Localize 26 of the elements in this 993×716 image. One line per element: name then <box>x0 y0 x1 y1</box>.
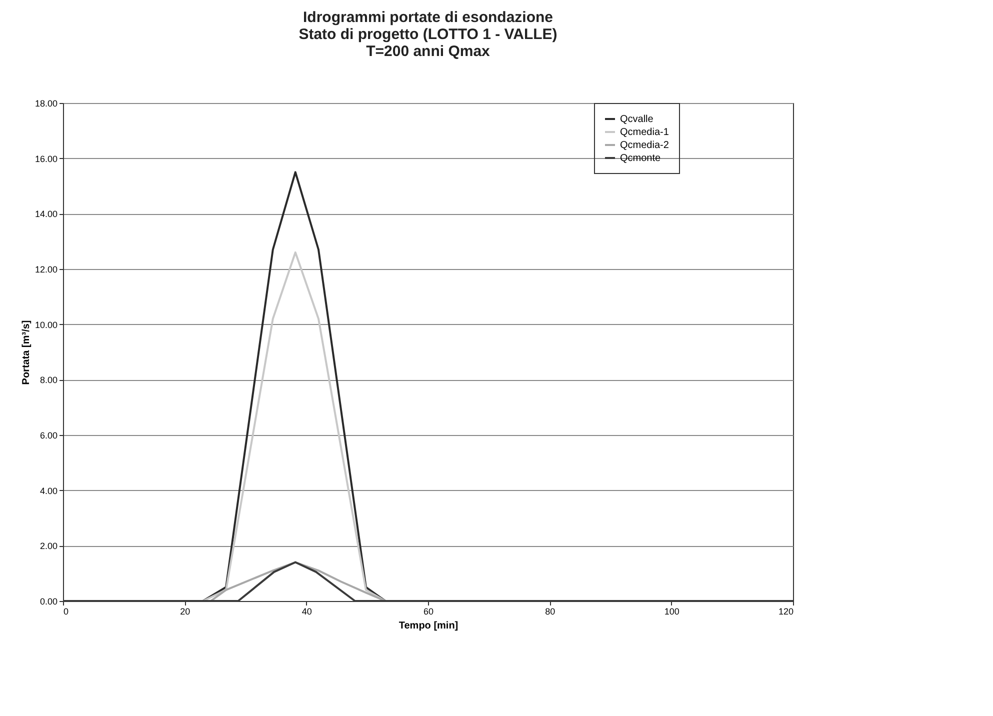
x-tick-label: 80 <box>545 606 556 616</box>
x-tick-label: 0 <box>64 606 69 616</box>
x-axis-title: Tempo [min] <box>398 620 458 632</box>
x-tick-label: 100 <box>664 606 680 616</box>
y-tick-label: 14.00 <box>34 209 58 220</box>
y-tick-label: 4.00 <box>40 486 58 496</box>
legend-label: Qcmedia-1 <box>620 127 670 138</box>
legend-label: Qcvalle <box>620 114 654 125</box>
x-tick-label: 20 <box>180 606 190 616</box>
y-tick-label: 2.00 <box>40 541 58 552</box>
y-tick-label: 8.00 <box>40 375 58 386</box>
x-tick-label: 60 <box>423 606 434 616</box>
legend-label: Qcmonte <box>620 153 662 164</box>
text: Stato di progetto (LOTTO 1 - VALLE) <box>298 26 558 43</box>
y-tick-label: 16.00 <box>34 154 58 164</box>
y-tick-label: 18.00 <box>34 98 58 108</box>
y-tick-label: 6.00 <box>40 430 58 440</box>
y-axis-title: Portata [m³/s] <box>20 320 32 385</box>
x-tick-label: 40 <box>302 606 312 616</box>
y-tick-label: 10.00 <box>34 320 58 330</box>
text: T=200 anni Qmax <box>366 43 490 60</box>
y-tick-label: 0.00 <box>40 596 58 606</box>
x-tick-label: 120 <box>778 606 794 616</box>
text: Idrogrammi portate di esondazione <box>302 9 554 26</box>
y-tick-label: 12.00 <box>34 264 58 274</box>
legend-label: Qcmedia-2 <box>620 140 670 151</box>
